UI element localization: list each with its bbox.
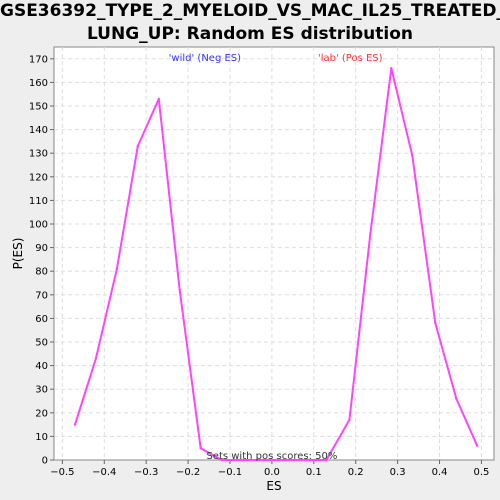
data-point xyxy=(178,288,181,292)
data-point xyxy=(390,67,393,70)
data-point xyxy=(136,144,140,148)
data-point xyxy=(283,458,286,462)
data-point xyxy=(455,397,458,400)
y-tick-label: 40 xyxy=(35,361,48,372)
y-tick-label: 10 xyxy=(35,432,48,443)
data-point xyxy=(262,458,265,462)
grid-lines xyxy=(54,47,494,460)
x-tick-label: 0.4 xyxy=(432,467,448,478)
y-tick-label: 90 xyxy=(35,243,48,254)
neg-es-label: 'wild' (Neg ES) xyxy=(169,53,241,64)
plot-area xyxy=(53,46,495,461)
x-tick-label: 0.3 xyxy=(390,467,406,478)
chart-title-line-2: LUNG_UP: Random ES distribution xyxy=(86,24,414,44)
y-tick-label: 0 xyxy=(42,456,48,467)
data-point xyxy=(476,444,479,448)
y-tick-label: 110 xyxy=(29,196,48,207)
data-point xyxy=(304,458,307,462)
y-tick-label: 70 xyxy=(35,290,48,301)
y-tick-label: 160 xyxy=(29,78,48,89)
y-tick-label: 50 xyxy=(35,338,48,349)
pos-es-label: 'lab' (Pos ES) xyxy=(318,53,383,64)
y-tick-label: 140 xyxy=(29,125,48,136)
chart-title-line-1: GSE36392_TYPE_2_MYELOID_VS_MAC_IL25_TREA… xyxy=(0,1,500,21)
data-point xyxy=(94,357,98,360)
data-point xyxy=(434,321,437,325)
es-distribution-line xyxy=(74,67,479,461)
x-tick-label: 0.0 xyxy=(264,467,280,478)
x-tick-label: −0.1 xyxy=(218,467,242,478)
x-tick-label: −0.4 xyxy=(92,467,116,478)
data-point xyxy=(115,267,119,271)
y-tick-label: 130 xyxy=(29,149,48,160)
y-axis-label: P(ES) xyxy=(11,238,25,270)
data-point xyxy=(411,154,414,157)
x-tick-label: 0.5 xyxy=(473,467,489,478)
pos-scores-annotation: Sets with pos scores: 50% xyxy=(206,451,337,462)
y-tick-label: 100 xyxy=(29,220,48,231)
series-layer xyxy=(73,67,479,462)
x-tick-label: 0.1 xyxy=(306,467,322,478)
y-tick-label: 30 xyxy=(35,385,48,396)
x-tick-label: −0.2 xyxy=(176,467,200,478)
axes: 0 10 20 30 40 50 60 70 80 90 100 110 120 130 140 150 160… xyxy=(29,54,489,478)
y-tick-label: 20 xyxy=(35,408,48,419)
data-point xyxy=(220,458,223,462)
x-axis-label: ES xyxy=(266,479,281,493)
y-tick-label: 120 xyxy=(29,172,48,183)
x-tick-label: −0.3 xyxy=(134,467,158,478)
y-tick-label: 170 xyxy=(29,54,48,65)
x-tick-label: −0.5 xyxy=(50,467,74,478)
data-point xyxy=(73,423,77,426)
x-tick-label: 0.2 xyxy=(348,467,364,478)
data-point xyxy=(369,232,372,235)
data-point xyxy=(199,447,202,450)
y-tick-label: 80 xyxy=(35,267,48,278)
y-tick-label: 60 xyxy=(35,314,48,325)
y-tick-label: 150 xyxy=(29,102,48,113)
data-point xyxy=(157,97,160,101)
data-point xyxy=(325,458,328,462)
data-point xyxy=(241,458,244,462)
data-point xyxy=(348,418,351,422)
chart-title: GSE36392_TYPE_2_MYELOID_VS_MAC_IL25_TREA… xyxy=(0,0,500,46)
